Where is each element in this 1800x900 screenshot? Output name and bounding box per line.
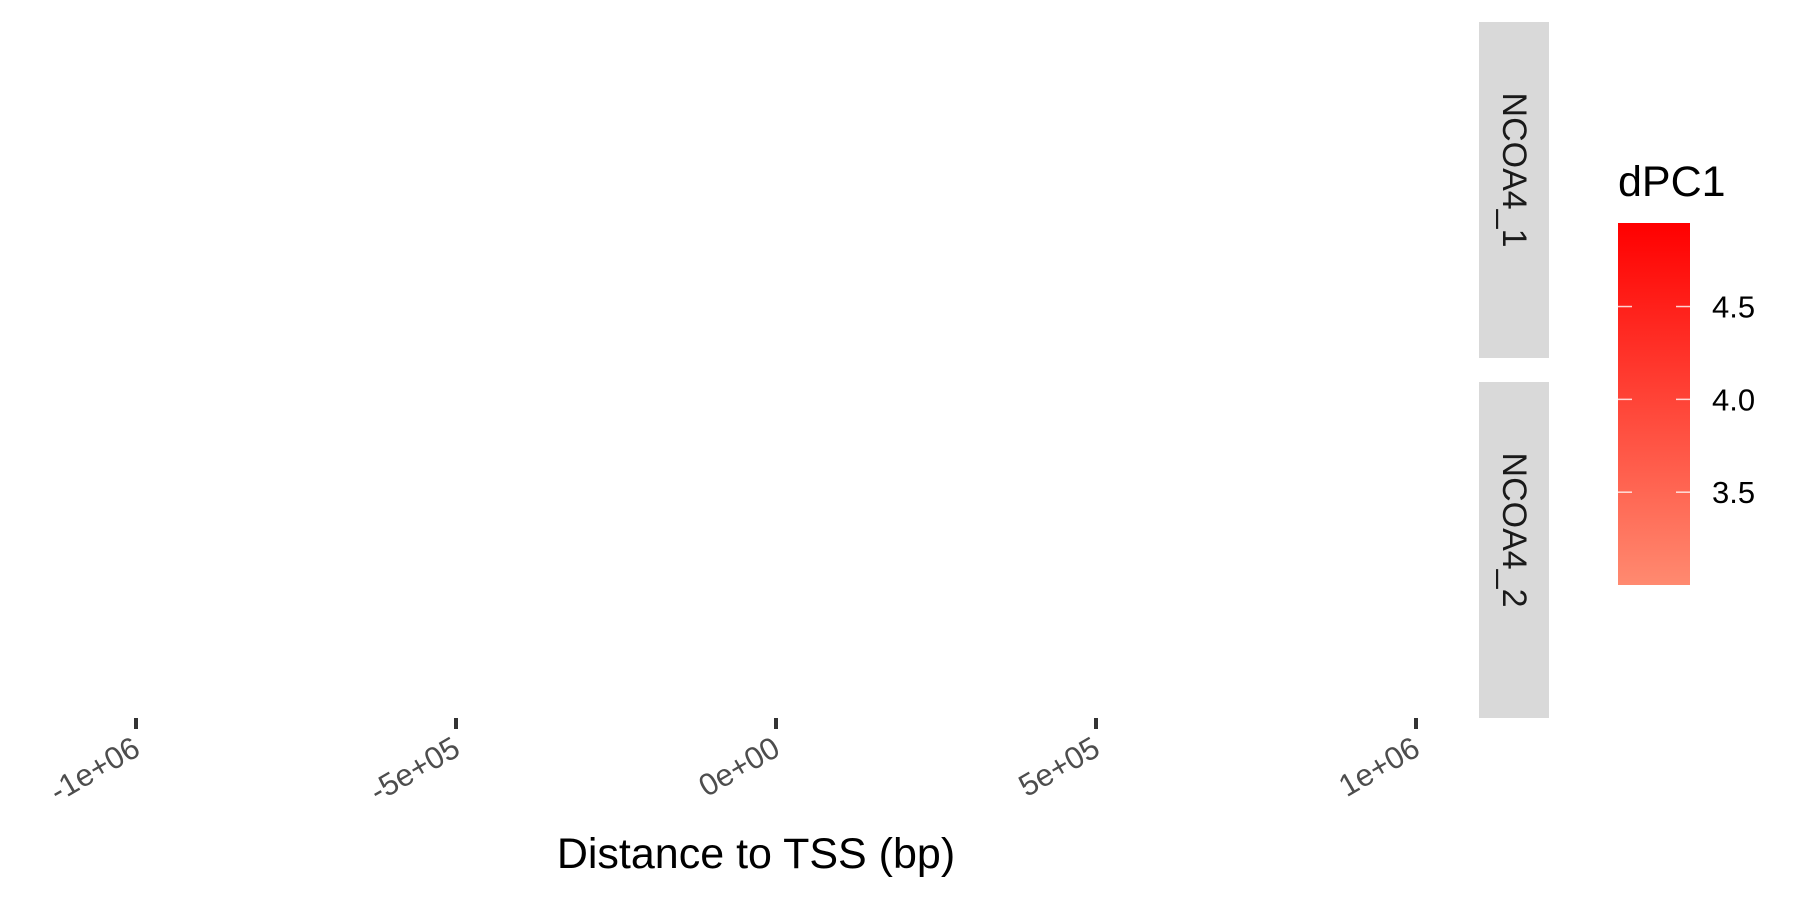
legend-colorbar bbox=[1618, 223, 1690, 585]
legend-break-label: 3.5 bbox=[1712, 475, 1755, 510]
legend-break-label: 4.5 bbox=[1712, 290, 1755, 325]
facet-strips: NCOA4_1 NCOA4_2 bbox=[1479, 22, 1549, 718]
x-tick-label: 0e+00 bbox=[693, 730, 786, 804]
x-tick-label: -5e+05 bbox=[364, 730, 466, 809]
legend-title: dPC1 bbox=[1618, 158, 1726, 206]
panel-top bbox=[40, 22, 1480, 358]
x-tick-label: 1e+06 bbox=[1333, 730, 1426, 804]
x-axis: -1e+06 -5e+05 0e+00 5e+05 1e+06 bbox=[44, 718, 1426, 809]
facet-strip-label: NCOA4_1 bbox=[1495, 93, 1533, 248]
facet-strip bbox=[1479, 382, 1549, 718]
facet-strip-label: NCOA4_2 bbox=[1495, 453, 1533, 608]
legend-breaks: 4.5 4.0 3.5 bbox=[1618, 290, 1755, 510]
x-tick-label: 5e+05 bbox=[1013, 730, 1106, 804]
panel-bottom bbox=[40, 382, 1480, 718]
x-axis-title: Distance to TSS (bp) bbox=[557, 830, 955, 878]
legend: dPC1 4.5 4.0 3.5 bbox=[1618, 158, 1755, 585]
x-tick-label: -1e+06 bbox=[44, 730, 146, 809]
legend-break-label: 4.0 bbox=[1712, 382, 1755, 417]
facet-strip bbox=[1479, 22, 1549, 358]
plot-panels bbox=[40, 22, 1480, 718]
